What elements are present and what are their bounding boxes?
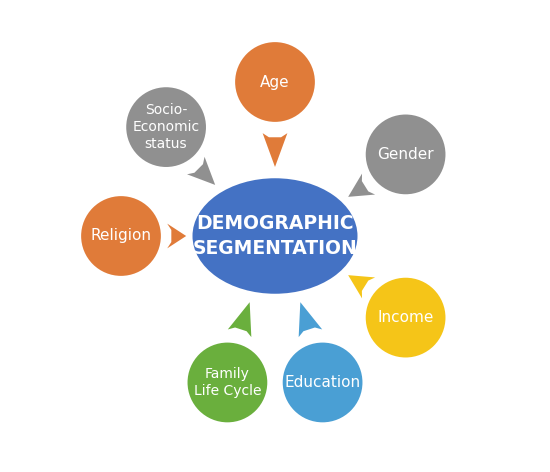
Circle shape — [366, 115, 446, 194]
Polygon shape — [228, 302, 251, 337]
Polygon shape — [299, 302, 322, 337]
Circle shape — [283, 343, 362, 422]
Polygon shape — [167, 224, 186, 248]
Circle shape — [235, 42, 315, 122]
Polygon shape — [348, 275, 375, 298]
Text: Income: Income — [377, 310, 434, 325]
Circle shape — [126, 87, 206, 167]
Ellipse shape — [192, 178, 358, 294]
Polygon shape — [348, 174, 375, 197]
Polygon shape — [263, 133, 287, 167]
Text: Age: Age — [260, 75, 290, 90]
Text: Family
Life Cycle: Family Life Cycle — [194, 367, 261, 398]
Polygon shape — [187, 157, 215, 185]
Circle shape — [81, 196, 161, 276]
Text: Education: Education — [284, 375, 361, 390]
Circle shape — [366, 278, 446, 357]
Circle shape — [188, 343, 267, 422]
Text: Socio-
Economic
status: Socio- Economic status — [133, 103, 200, 152]
Text: Religion: Religion — [91, 228, 151, 244]
Text: Gender: Gender — [377, 147, 434, 162]
Text: DEMOGRAPHIC
SEGMENTATION: DEMOGRAPHIC SEGMENTATION — [192, 214, 358, 258]
